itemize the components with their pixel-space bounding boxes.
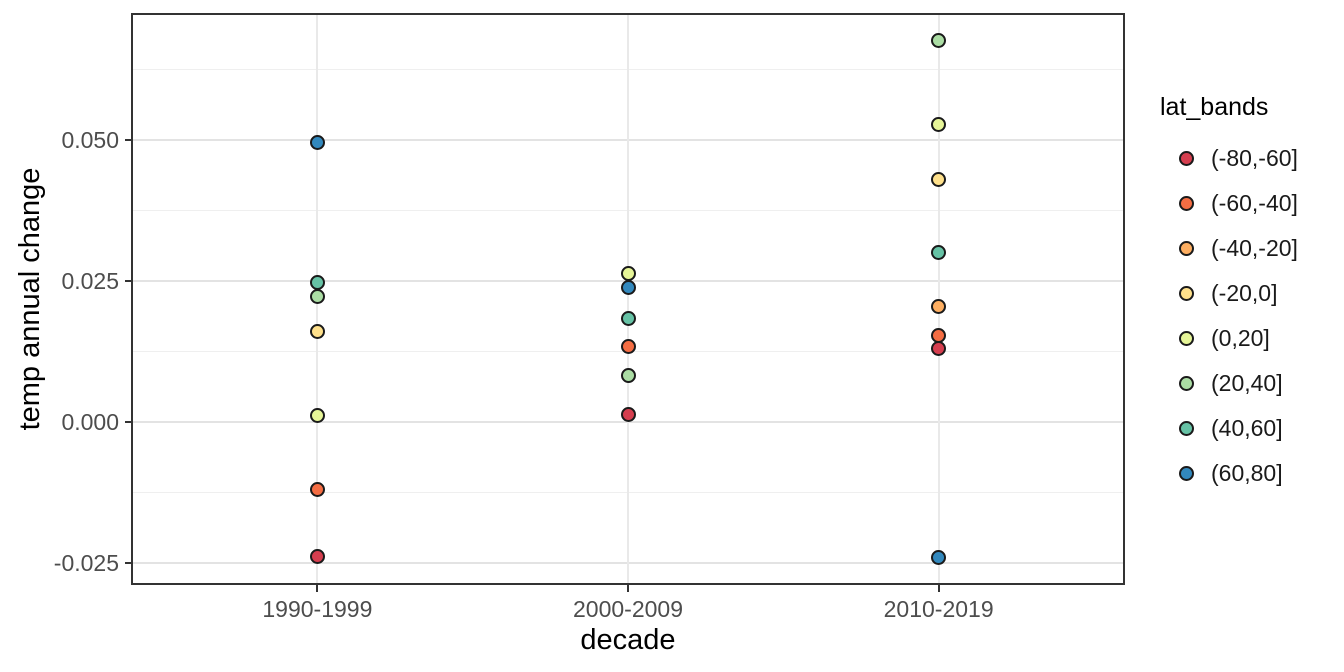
legend-key-icon <box>1179 331 1194 346</box>
legend-label: (40,60] <box>1211 415 1283 441</box>
legend-item: (20,40] <box>1158 361 1344 406</box>
legend-key-icon <box>1179 286 1194 301</box>
data-point <box>309 481 325 497</box>
legend-label: (60,80] <box>1211 460 1283 486</box>
data-point <box>931 327 947 343</box>
data-point <box>620 280 636 296</box>
plot-panel <box>131 13 1125 585</box>
data-point <box>309 274 325 290</box>
data-point <box>620 265 636 281</box>
y-tick-label: 0.050 <box>61 126 119 153</box>
legend-item: (-20,0] <box>1158 271 1344 316</box>
x-tick-mark <box>627 585 629 592</box>
data-point <box>309 549 325 565</box>
y-tick-mark <box>125 279 131 282</box>
data-point <box>931 116 947 132</box>
legend-item: (40,60] <box>1158 406 1344 451</box>
legend-label: (-20,0] <box>1211 280 1278 306</box>
data-point <box>620 406 636 422</box>
y-tick-label: 0.025 <box>61 267 119 294</box>
legend-item: (-80,-60] <box>1158 136 1344 181</box>
gridline-category <box>937 13 940 585</box>
legend-title: lat_bands <box>1160 93 1269 121</box>
x-tick-label: 1990-1999 <box>262 596 373 622</box>
gridline-category <box>627 13 629 585</box>
legend-key-icon <box>1179 151 1194 166</box>
legend-key-icon <box>1179 196 1194 211</box>
data-point <box>931 172 947 188</box>
x-tick-label: 2010-2019 <box>883 596 994 622</box>
legend-key-icon <box>1179 376 1194 391</box>
y-tick-mark <box>125 420 131 423</box>
data-point <box>620 368 636 384</box>
legend-label: (0,20] <box>1211 325 1270 351</box>
data-point <box>620 310 636 326</box>
legend-label: (-80,-60] <box>1211 145 1298 171</box>
data-point <box>931 550 947 566</box>
data-point <box>309 289 325 305</box>
x-axis-title: decade <box>580 624 676 656</box>
data-point <box>931 299 947 315</box>
legend-items: (-80,-60] (-60,-40] (-40,-20] (-20,0] (0,20]… <box>1158 136 1344 496</box>
y-tick-mark <box>125 562 131 564</box>
data-point <box>309 135 325 151</box>
y-tick-mark <box>125 138 131 141</box>
y-tick-label: -0.025 <box>53 550 119 576</box>
data-point <box>931 340 947 356</box>
legend-key-icon <box>1179 241 1194 256</box>
data-point <box>620 339 636 355</box>
y-axis-title: temp annual change <box>14 167 46 431</box>
data-point <box>931 33 947 49</box>
data-point <box>931 244 947 260</box>
legend-label: (-60,-40] <box>1211 190 1298 216</box>
data-point <box>309 408 325 424</box>
legend: lat_bands (-80,-60] (-60,-40] (-40,-20] (-2… <box>1158 93 1344 496</box>
legend-item: (-60,-40] <box>1158 181 1344 226</box>
legend-key-icon <box>1179 466 1194 481</box>
legend-label: (-40,-20] <box>1211 235 1298 261</box>
x-tick-label: 2000-2009 <box>573 596 683 622</box>
x-tick-mark <box>316 585 319 592</box>
legend-item: (60,80] <box>1158 451 1344 496</box>
legend-label: (20,40] <box>1211 370 1283 396</box>
legend-key-icon <box>1179 421 1194 436</box>
data-point <box>309 323 325 339</box>
y-tick-label: 0.000 <box>61 408 119 435</box>
legend-item: (0,20] <box>1158 316 1344 361</box>
legend-item: (-40,-20] <box>1158 226 1344 271</box>
x-tick-mark <box>937 585 940 592</box>
